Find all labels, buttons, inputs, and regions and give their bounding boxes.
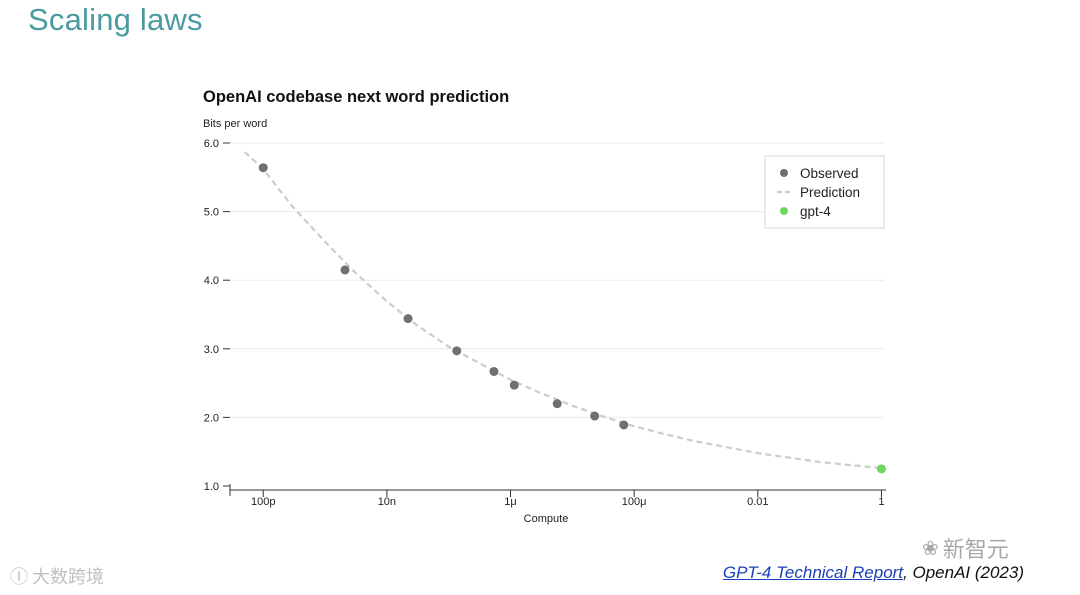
watermark-xinzhiyuan: ❀ 新智元	[922, 532, 1009, 564]
observed-point	[340, 265, 350, 275]
observed-point	[619, 420, 629, 430]
legend-box	[764, 155, 885, 229]
watermark-dashujiajing: Ⓘ 大数跨境	[10, 563, 104, 589]
wechat-icon: ❀	[922, 536, 939, 560]
y-tick-label: 4.0	[204, 275, 219, 287]
legend-prediction-label: Prediction	[800, 185, 860, 200]
x-tick-label: 10n	[378, 496, 396, 508]
gpt4-point	[876, 464, 886, 474]
prediction-curve	[243, 151, 887, 470]
observed-point	[258, 163, 268, 173]
x-tick-label: 100μ	[622, 496, 647, 508]
chart-title: OpenAI codebase next word prediction	[203, 88, 509, 106]
observed-point	[489, 366, 499, 376]
y-tick-label: 1.0	[204, 481, 219, 493]
citation-source: , OpenAI (2023)	[903, 563, 1024, 582]
x-tick-label: 0.01	[747, 496, 768, 508]
observed-point	[403, 314, 413, 324]
watermark-dashujiajing-text: 大数跨境	[32, 567, 104, 588]
citation-link[interactable]: GPT-4 Technical Report	[722, 563, 904, 582]
legend-gpt4-marker	[780, 207, 788, 215]
y-tick-label: 5.0	[204, 207, 219, 219]
watermark-xinzhiyuan-text: 新智元	[942, 538, 1009, 563]
x-axis-label: Compute	[524, 513, 569, 525]
y-axis-label: Bits per word	[203, 118, 267, 130]
observed-point	[452, 346, 462, 356]
legend-gpt4-label: gpt-4	[800, 204, 831, 219]
observed-point	[552, 399, 562, 409]
observed-point	[590, 411, 600, 421]
x-tick-label: 1	[878, 496, 884, 508]
x-tick-label: 1μ	[504, 496, 516, 508]
logo-icon: Ⓘ	[10, 567, 28, 588]
slide-title: Scaling laws	[28, 2, 203, 37]
y-tick-label: 6.0	[204, 138, 219, 150]
y-tick-label: 2.0	[204, 412, 219, 424]
y-tick-label: 3.0	[204, 344, 219, 356]
legend-observed-label: Observed	[800, 166, 859, 181]
legend-observed-marker	[780, 169, 788, 177]
x-tick-label: 100p	[251, 496, 275, 508]
observed-point	[509, 380, 519, 390]
citation: GPT-4 Technical Report, OpenAI (2023)	[723, 563, 1024, 583]
